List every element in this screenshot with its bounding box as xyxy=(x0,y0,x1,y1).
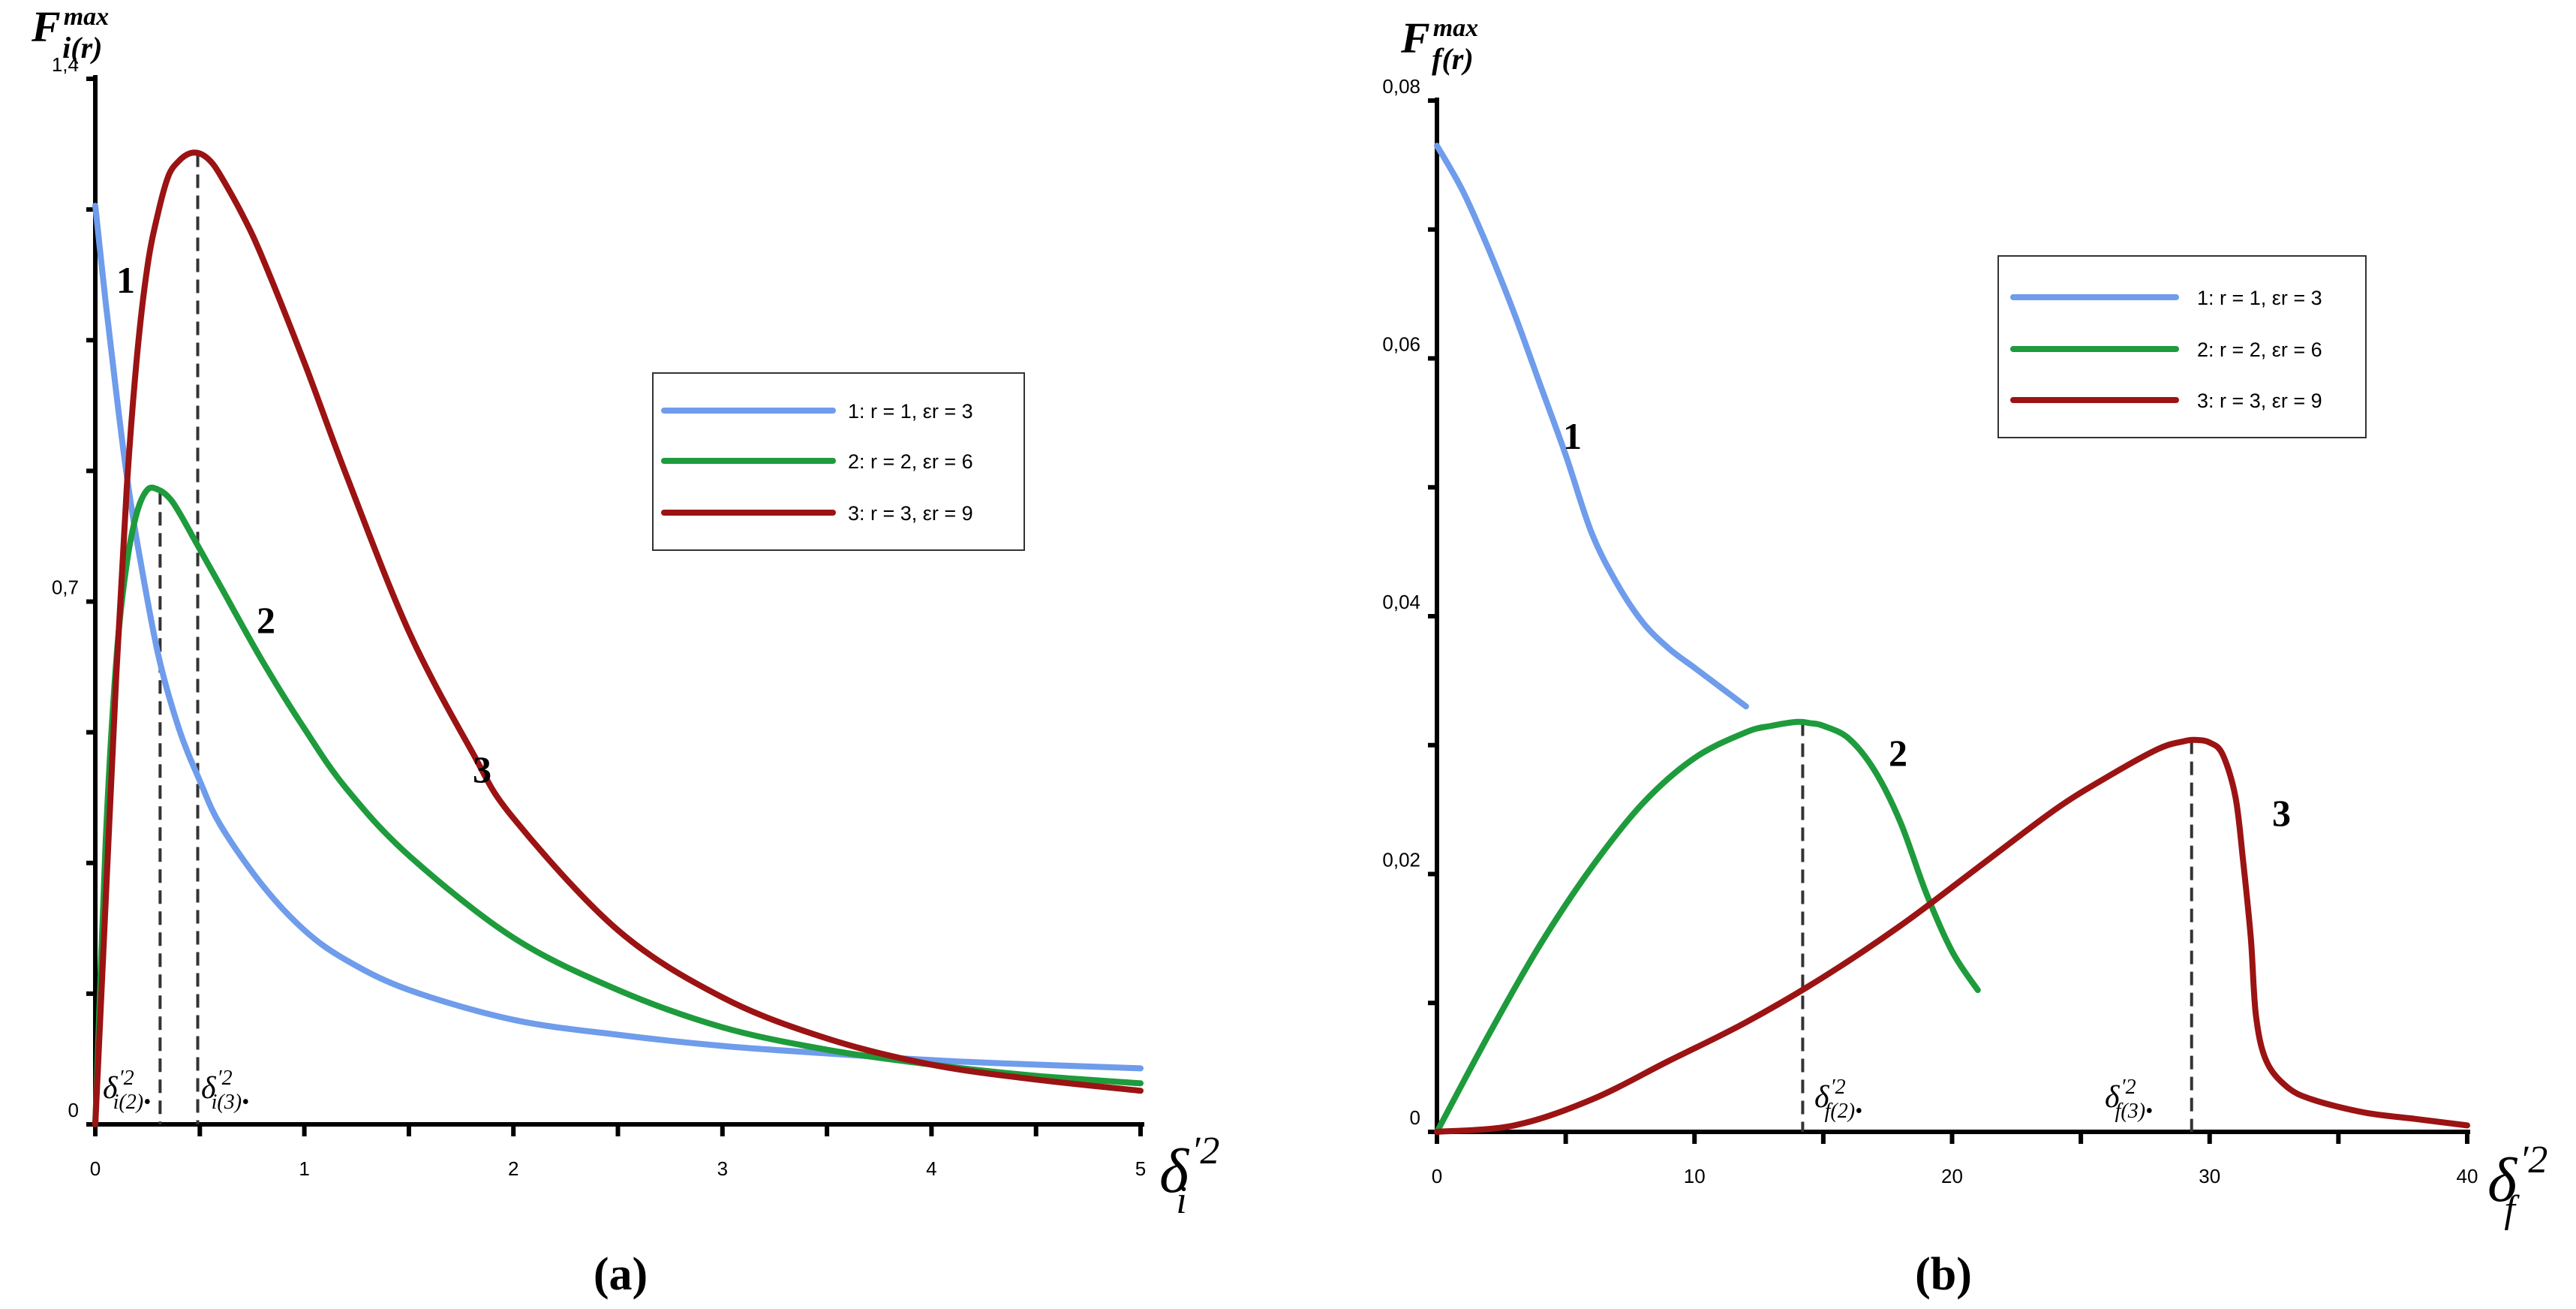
x-tick-label: 40 xyxy=(2457,1165,2478,1187)
curve-label-3: 3 xyxy=(2272,792,2291,834)
legend-entry-2: 2: r = 2, εr = 6 xyxy=(848,450,973,473)
x-tick-label: 3 xyxy=(717,1157,728,1180)
marker-sub: i(2)• xyxy=(113,1091,151,1114)
series-line-1 xyxy=(1434,143,1749,710)
y-tick-label: 0,02 xyxy=(1382,849,1420,871)
x-tick-label: 20 xyxy=(1941,1165,1963,1187)
marker-symbol: δ xyxy=(201,1071,217,1106)
panel-caption: (a) xyxy=(594,1249,648,1300)
x-label-sup: ′2 xyxy=(2520,1139,2547,1181)
marker-sub: i(3)• xyxy=(212,1091,249,1114)
marker-sup: ′2 xyxy=(1831,1076,1846,1099)
y-label-sub: f(r) xyxy=(1432,42,1474,76)
curve-label-2: 2 xyxy=(1889,732,1907,774)
peak-marker-label: δ′2 i(3)• xyxy=(201,1067,249,1114)
x-tick-label: 0 xyxy=(1432,1165,1442,1187)
x-tick-label: 1 xyxy=(299,1157,309,1180)
marker-symbol: δ xyxy=(1814,1080,1830,1115)
y-label-sup: max xyxy=(1433,14,1478,42)
legend-entry-1: 1: r = 1, εr = 3 xyxy=(848,400,973,423)
y-tick-label: 0 xyxy=(68,1099,79,1121)
peak-marker-label: δ′2 i(2)• xyxy=(103,1067,151,1114)
panel-caption: (b) xyxy=(1915,1249,1972,1300)
x-tick-label: 2 xyxy=(508,1157,519,1180)
y-tick-label: 0 xyxy=(1410,1106,1420,1129)
curve-label-1: 1 xyxy=(116,259,135,301)
x-label-sub: i xyxy=(1176,1179,1186,1222)
y-label-sub: i(r) xyxy=(62,31,102,65)
series-line-2 xyxy=(1434,718,1981,1135)
x-label-main: δ xyxy=(2487,1145,2518,1215)
curve-label-2: 2 xyxy=(257,599,275,641)
peak-marker-label: δ′2 f(3)• xyxy=(2105,1076,2153,1123)
marker-symbol: δ xyxy=(2105,1080,2121,1115)
curve-label-1: 1 xyxy=(1563,415,1582,457)
x-label-sub: f xyxy=(2504,1188,2520,1231)
x-label-sup: ′2 xyxy=(1192,1130,1219,1172)
y-tick-label: 1,4 xyxy=(52,53,79,76)
marker-sup: ′2 xyxy=(119,1067,134,1090)
y-tick-label: 0,06 xyxy=(1382,333,1420,356)
x-axis-label: δ′2 i xyxy=(1159,1130,1219,1222)
marker-sup: ′2 xyxy=(2121,1076,2136,1099)
y-tick-label: 0,7 xyxy=(52,576,79,599)
marker-sub: f(2)• xyxy=(1825,1100,1862,1123)
x-tick-label: 4 xyxy=(926,1157,936,1180)
legend-entry-3: 3: r = 3, εr = 9 xyxy=(2197,390,2322,412)
x-label-main: δ xyxy=(1159,1136,1190,1206)
legend-entry-1: 1: r = 1, εr = 3 xyxy=(2197,287,2322,309)
marker-symbol: δ xyxy=(103,1071,119,1106)
x-tick-label: 10 xyxy=(1684,1165,1706,1187)
series-line-3 xyxy=(1434,736,2470,1135)
series-line-3 xyxy=(92,149,1144,1127)
x-tick-label: 30 xyxy=(2199,1165,2220,1187)
x-tick-label: 5 xyxy=(1135,1157,1146,1180)
marker-sup: ′2 xyxy=(218,1067,233,1090)
y-label-main: F xyxy=(31,2,61,51)
x-tick-label: 0 xyxy=(90,1157,101,1180)
series-line-2 xyxy=(92,484,1144,1127)
y-tick-label: 0,08 xyxy=(1382,75,1420,98)
peak-marker-label: δ′2 f(2)• xyxy=(1814,1076,1862,1123)
y-label-sup: max xyxy=(64,3,109,31)
legend-entry-3: 3: r = 3, εr = 9 xyxy=(848,502,973,525)
x-axis-label: δ′2 f xyxy=(2487,1139,2547,1231)
curve-label-3: 3 xyxy=(473,748,491,790)
legend-entry-2: 2: r = 2, εr = 6 xyxy=(2197,339,2322,361)
y-tick-label: 0,04 xyxy=(1382,591,1420,613)
marker-sub: f(3)• xyxy=(2115,1100,2153,1123)
y-label-main: F xyxy=(1400,14,1430,62)
